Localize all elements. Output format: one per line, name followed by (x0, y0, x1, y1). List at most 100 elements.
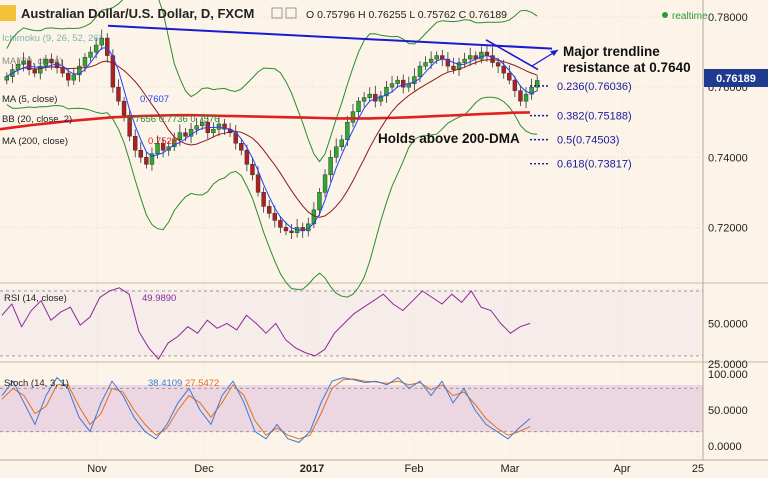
price-pane (0, 0, 703, 282)
time-tick-label: Mar (501, 463, 520, 475)
candle-body (445, 58, 451, 67)
ma200-path (0, 111, 531, 131)
ma5-path (6, 47, 538, 232)
legend-bb-value: 0.7656 0.7736 0.7576 (127, 114, 219, 125)
bollinger-bands (6, 0, 538, 298)
candle-body (451, 65, 456, 70)
candle-body (60, 67, 65, 74)
candle-body (138, 150, 143, 158)
rsi-pane (0, 289, 703, 355)
candle-body (389, 83, 395, 88)
price-tick-label: 0.74000 (708, 152, 748, 164)
candle-body (272, 213, 277, 221)
ma20-path (6, 59, 538, 218)
candle-body (144, 157, 149, 165)
candle-body (49, 58, 54, 63)
candle-body (116, 86, 121, 102)
ma20-line (6, 47, 538, 232)
symbol-flag-icon (0, 5, 16, 21)
candle-body (322, 174, 328, 193)
realtime-dot-icon (662, 12, 668, 18)
stoch-tick-label: 0.0000 (708, 441, 742, 453)
candle-body (484, 51, 490, 56)
candle-body (283, 227, 289, 232)
time-tick-label: Nov (87, 463, 107, 475)
settings-icon[interactable] (271, 7, 283, 19)
rsi-path (1, 287, 531, 360)
stoch-lines (1, 376, 531, 443)
candle-body (523, 93, 529, 102)
candle-body (267, 206, 272, 214)
ma200-line (0, 111, 531, 131)
legend-ma20: MA (20, close) (2, 56, 63, 67)
fib-level-label: 0.5(0.74503) (557, 135, 619, 147)
candle-body (66, 72, 71, 81)
legend-ma: MA (5, close) (2, 94, 57, 105)
candle-body (160, 142, 166, 151)
time-tick-label: Feb (405, 463, 424, 475)
candle-body (133, 135, 138, 151)
axes: 0.780000.760000.740000.7200050.000025.00… (87, 12, 748, 475)
candle-body (495, 62, 501, 67)
candle-body (468, 55, 473, 60)
bb-upper-line (6, 0, 538, 163)
candle-body (71, 74, 76, 81)
time-tick-label: Dec (194, 463, 214, 475)
candle-body (194, 125, 199, 130)
legend-ma-value: 0.7607 (140, 94, 169, 105)
candle-body (518, 90, 523, 102)
candle-body (244, 150, 250, 165)
candle-body (105, 37, 110, 56)
candle-body (93, 44, 99, 53)
candle-body (529, 86, 534, 95)
candle-body (32, 69, 37, 74)
fib-levels: 0.236(0.76036) 0.382(0.75188) 0.5(0.74503)… (530, 81, 632, 171)
candle-body (4, 76, 9, 81)
candle-body (512, 79, 518, 91)
candle-body (328, 157, 333, 176)
candle-body (417, 65, 423, 77)
stoch-tick-label: 50.0000 (708, 405, 748, 417)
stoch-title: Stoch (14, 3, 1) (4, 378, 69, 389)
candle-body (373, 93, 378, 102)
candle-body (88, 51, 93, 58)
legend-bb: BB (20, close, 2) (2, 114, 72, 125)
bb-lower-line (6, 96, 538, 298)
stoch-k-value: 38.4109 (148, 378, 182, 389)
candle-body (121, 100, 127, 116)
time-tick-label: Apr (613, 463, 630, 475)
candle-body (21, 60, 26, 65)
candle-body (77, 65, 82, 76)
candle-body (149, 153, 155, 165)
candle-body (211, 128, 216, 133)
annotation-resistance-2: resistance at 0.7640 (563, 60, 691, 75)
candle-body (26, 60, 32, 70)
rsi-tick-label: 50.0000 (708, 318, 748, 330)
candle-body (456, 62, 462, 70)
chart-title: Australian Dollar/U.S. Dollar, D, FXCM (21, 6, 254, 21)
major-trendline (107, 24, 553, 50)
visibility-icon[interactable] (285, 7, 297, 19)
rsi-tick-label: 25.0000 (708, 359, 748, 371)
candle-body (172, 139, 177, 148)
candle-body (127, 114, 132, 137)
candle-body (289, 230, 294, 233)
candle-body (239, 142, 244, 151)
candle-body (367, 93, 372, 98)
candle-body (177, 132, 183, 140)
candle-body (395, 79, 400, 84)
candle-body (490, 55, 495, 63)
candle-body (54, 62, 60, 69)
candle-body (401, 79, 406, 88)
candle-body (278, 220, 283, 228)
rsi-line (1, 287, 531, 360)
ohlc-values: O 0.75796 H 0.76255 L 0.75762 C 0.76189 (306, 9, 507, 21)
candle-body (378, 95, 384, 102)
candle-body (250, 164, 255, 176)
rsi-value: 49.9890 (142, 293, 176, 304)
last-price-tag (704, 69, 768, 87)
rsi-title: RSI (14, close) (4, 293, 67, 304)
stoch-k-path (1, 376, 531, 443)
last-price-label: 0.76189 (716, 73, 756, 85)
